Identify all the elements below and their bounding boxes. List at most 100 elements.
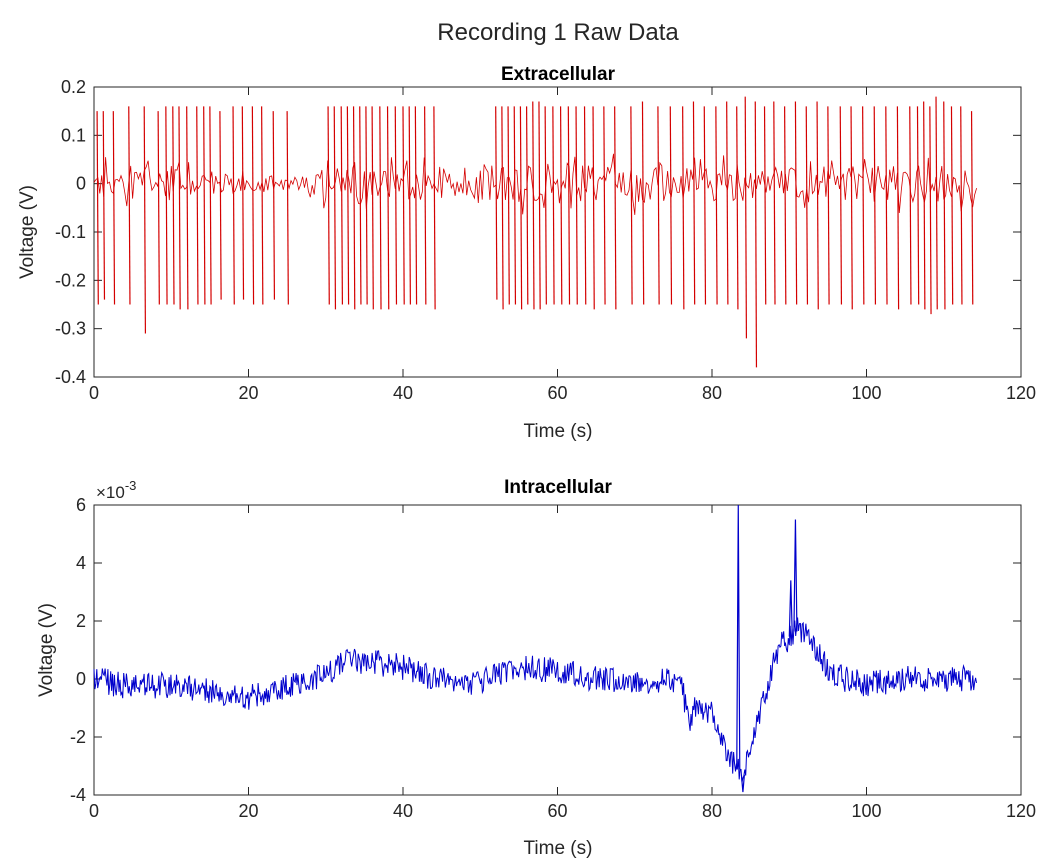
spike (327, 106, 330, 305)
extracellular-title: Extracellular (501, 64, 616, 85)
y-tick-label: -4 (70, 785, 86, 805)
y-exponent-base: ×10 (96, 483, 125, 502)
spike (507, 106, 510, 305)
spike (178, 106, 181, 310)
x-tick-label: 60 (547, 801, 567, 821)
spike (669, 106, 673, 305)
extracellular-axes-frame (93, 86, 1022, 378)
y-tick-label: 0 (76, 669, 86, 689)
y-tick-label: -0.1 (55, 222, 86, 242)
spike (532, 101, 535, 310)
spike (402, 106, 405, 305)
spike (559, 106, 563, 305)
spike (726, 101, 729, 305)
x-tick-label: 60 (547, 383, 567, 403)
x-tick-label: 20 (238, 801, 258, 821)
spike (850, 106, 853, 310)
intracellular-xlabel: Time (s) (524, 838, 593, 859)
spike (567, 106, 571, 305)
spike (641, 101, 645, 305)
x-tick-label: 0 (89, 801, 99, 821)
spike (433, 106, 436, 310)
spike (592, 106, 595, 310)
spike (219, 111, 222, 300)
spike (603, 106, 606, 305)
extracellular-trace (93, 96, 977, 368)
spike (346, 106, 350, 305)
spike (165, 106, 168, 305)
spike (203, 106, 206, 305)
x-tick-label: 100 (851, 383, 881, 403)
extracellular-ticks: 0 20 40 60 80 100 120 0.2 0.1 0 -0.1 -0.2 -0.3 -0.4 (55, 77, 1036, 403)
spike (501, 106, 504, 310)
spike (261, 106, 264, 305)
spike (575, 106, 578, 305)
spike (916, 106, 920, 305)
spike (172, 106, 175, 305)
spike (885, 106, 888, 305)
extracellular-panel: Extracellular 0 20 40 60 80 100 120 0.2 0.1 0 -0.1… (17, 64, 1036, 442)
spike (943, 101, 946, 310)
y-tick-label: 0.2 (61, 77, 86, 97)
spike (96, 111, 99, 305)
spike (340, 106, 343, 305)
spike (630, 106, 633, 305)
y-tick-label: -0.4 (55, 367, 86, 387)
y-tick-label: -0.2 (55, 270, 86, 290)
intracellular-title: Intracellular (504, 477, 612, 498)
spike (128, 106, 131, 305)
spike (414, 106, 418, 305)
spike (371, 106, 374, 310)
y-tick-label: 0 (76, 174, 86, 194)
x-tick-label: 20 (238, 383, 258, 403)
x-tick-label: 100 (851, 801, 881, 821)
extracellular-xlabel: Time (s) (524, 421, 593, 442)
y-tick-label: 6 (76, 495, 86, 515)
extracellular-ylabel: Voltage (V) (17, 185, 38, 279)
spike (909, 106, 912, 305)
intracellular-peak (788, 580, 793, 637)
spike (157, 111, 160, 305)
intracellular-ylabel: Voltage (V) (36, 603, 57, 697)
spike (352, 106, 356, 310)
spike (873, 106, 877, 305)
spike (970, 111, 974, 305)
spike (935, 96, 938, 310)
intracellular-trace (93, 504, 977, 793)
spike (794, 101, 798, 305)
spike (209, 106, 212, 305)
spike (196, 106, 199, 305)
spike (272, 111, 276, 300)
spike (112, 111, 116, 305)
spike (862, 106, 865, 305)
spike (614, 106, 617, 310)
spike (715, 106, 718, 305)
spike (923, 101, 926, 310)
spike (525, 106, 529, 305)
y-tick-label: -0.3 (55, 319, 86, 339)
spike (816, 101, 819, 310)
intracellular-peak (793, 519, 798, 632)
y-exponent-power: -3 (125, 478, 137, 493)
spike (333, 106, 337, 310)
spike (386, 106, 390, 310)
y-tick-label: 0.1 (61, 125, 86, 145)
spike (394, 106, 398, 305)
spike (682, 106, 685, 310)
x-tick-label: 120 (1006, 383, 1036, 403)
spike (763, 106, 767, 305)
spike (241, 106, 245, 300)
x-tick-label: 0 (89, 383, 99, 403)
extracellular-noise-line (93, 153, 977, 215)
spike (657, 106, 660, 305)
spike (143, 106, 147, 334)
spike (744, 96, 748, 339)
spike (102, 111, 106, 300)
spike (251, 106, 255, 305)
spike (839, 106, 843, 305)
intracellular-axes-frame (93, 504, 1022, 796)
spike (784, 106, 787, 305)
